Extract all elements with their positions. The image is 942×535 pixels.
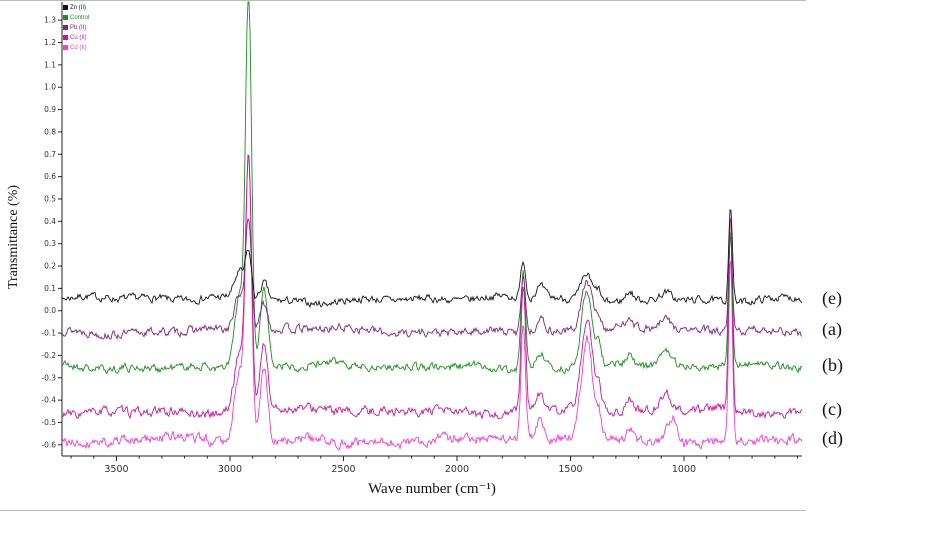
x-tick-label: 1000 — [672, 464, 696, 475]
spectrum-curve-a — [61, 217, 803, 340]
y-tick-label: 1.2 — [44, 38, 56, 47]
x-tick-label: 3500 — [104, 464, 128, 475]
curve-label-d: (d) — [822, 428, 843, 448]
legend-label: Control — [70, 14, 90, 21]
y-tick-label: 0.3 — [44, 239, 56, 248]
legend-label: Zn (II) — [70, 4, 86, 11]
legend-label: Cd (II) — [70, 44, 87, 51]
y-tick-label: 1.0 — [44, 83, 56, 92]
legend: Zn (II) Control Pb (II) Cu (II) Cd (II) — [63, 3, 89, 53]
legend-item: Zn (II) — [63, 3, 89, 12]
x-axis-title: Wave number (cm⁻¹) — [368, 481, 496, 497]
y-tick-label: -0.2 — [41, 351, 56, 360]
legend-swatch — [63, 25, 68, 30]
y-tick-label: 0.2 — [44, 262, 56, 271]
curve-label-a: (a) — [822, 319, 842, 339]
y-tick-label: 0.4 — [44, 217, 56, 226]
y-tick-label: 0.1 — [44, 284, 56, 293]
curve-label-b: (b) — [822, 355, 843, 375]
legend-item: Control — [63, 13, 89, 22]
y-tick-label: 0.0 — [44, 306, 56, 315]
legend-item: Cu (II) — [63, 33, 89, 42]
y-axis-title: Transmittance (%) — [6, 184, 21, 290]
x-tick-label: 3000 — [218, 464, 242, 475]
spectrum-curve-e — [61, 208, 803, 309]
y-tick-label: -0.1 — [41, 329, 56, 338]
x-tick-label: 1500 — [558, 464, 582, 475]
y-tick-label: 0.9 — [44, 105, 56, 114]
spectrum-curve-d — [61, 153, 803, 451]
legend-swatch — [63, 35, 68, 40]
y-tick-label: -0.6 — [41, 440, 56, 449]
legend-swatch — [63, 45, 68, 50]
y-tick-label: 1.1 — [44, 60, 56, 69]
y-tick-label: 0.7 — [44, 150, 56, 159]
y-tick-label: -0.5 — [41, 418, 56, 427]
spectra-plot: 1.3 1.2 1.1 1.0 0.9 0.8 0.7 0.6 0.5 0.4 0.3 0.2 0.1 0… — [41, 1, 803, 475]
legend-label: Pb (II) — [70, 24, 87, 31]
curve-label-c: (c) — [822, 399, 842, 419]
y-tick-label: 1.3 — [44, 16, 56, 25]
legend-swatch — [63, 5, 68, 10]
legend-swatch — [63, 15, 68, 20]
spectrum-curve-c — [61, 155, 803, 420]
legend-label: Cu (II) — [70, 34, 87, 41]
legend-item: Pb (II) — [63, 23, 89, 32]
legend-item: Cd (II) — [63, 43, 89, 52]
y-tick-label: -0.4 — [41, 396, 56, 405]
y-tick-label: 0.5 — [44, 194, 56, 203]
y-tick-label: 0.8 — [44, 127, 56, 136]
x-tick-label: 2500 — [331, 464, 355, 475]
chart-panel: 1.3 1.2 1.1 1.0 0.9 0.8 0.7 0.6 0.5 0.4 0.3 0.2 0.1 0… — [0, 0, 806, 511]
y-tick-label: -0.3 — [41, 373, 56, 382]
x-tick-label: 2000 — [445, 464, 469, 475]
curve-label-e: (e) — [822, 288, 842, 308]
y-tick-label: 0.6 — [44, 172, 56, 181]
spectrum-curve-b — [61, 1, 803, 375]
